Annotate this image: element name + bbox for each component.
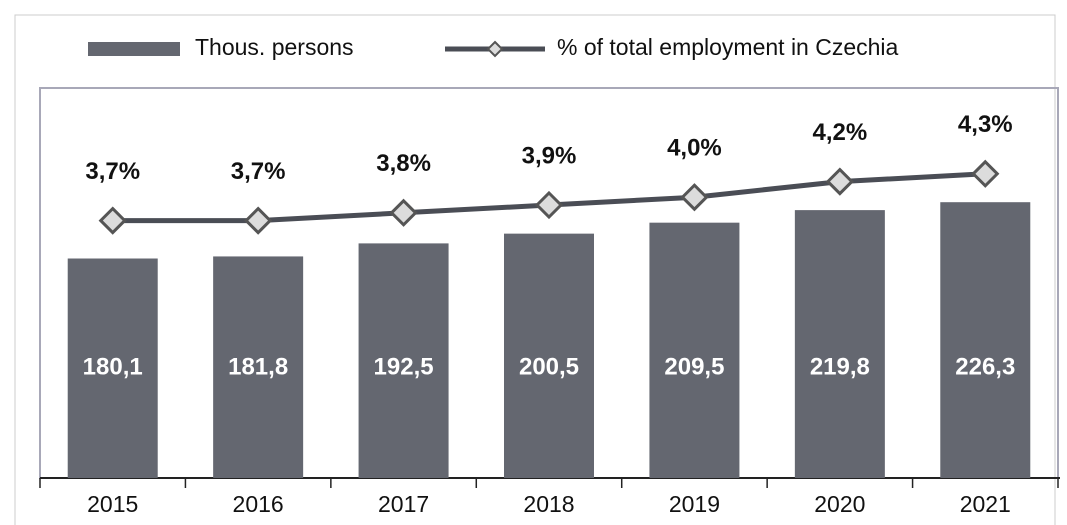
bar — [794, 210, 885, 478]
bar-value-label: 209,5 — [664, 353, 724, 380]
legend-swatch-marker — [486, 40, 504, 58]
bar — [358, 243, 449, 478]
bar-value-label: 200,5 — [519, 353, 579, 380]
legend-swatch — [88, 42, 180, 56]
bar — [940, 202, 1031, 478]
bar — [504, 233, 594, 478]
bar-value-label: 180,1 — [83, 353, 143, 380]
line-marker — [389, 198, 418, 227]
bar-value-label: 192,5 — [374, 353, 434, 380]
bar — [67, 258, 158, 478]
line-value-label: 3,8% — [376, 150, 431, 177]
line-marker — [971, 159, 1000, 188]
x-tick-label: 2017 — [378, 491, 429, 517]
line-value-label: 4,3% — [958, 111, 1013, 138]
line-value-label: 4,0% — [667, 135, 722, 162]
bar — [213, 256, 304, 478]
x-tick-label: 2021 — [960, 491, 1011, 517]
x-tick-label: 2018 — [523, 491, 574, 517]
x-tick-label: 2016 — [233, 491, 284, 517]
line-marker — [244, 206, 273, 235]
bar-value-label: 181,8 — [228, 353, 288, 380]
line-marker — [825, 167, 854, 196]
line-value-label: 3,7% — [85, 158, 140, 185]
line-value-label: 3,9% — [522, 142, 577, 169]
x-tick-label: 2015 — [87, 491, 138, 517]
bar-value-label: 226,3 — [955, 353, 1015, 380]
line-value-label: 4,2% — [813, 119, 868, 146]
line-marker — [680, 183, 709, 212]
line-marker — [98, 206, 127, 235]
bar-value-label: 219,8 — [810, 353, 870, 380]
x-tick-label: 2020 — [814, 491, 865, 517]
bar — [649, 222, 740, 478]
line-value-label: 3,7% — [231, 158, 286, 185]
x-tick-label: 2019 — [669, 491, 720, 517]
legend-label: % of total employment in Czechia — [557, 34, 899, 60]
line-marker — [534, 190, 564, 220]
legend-label: Thous. persons — [195, 34, 354, 60]
outer-frame — [14, 14, 1056, 525]
